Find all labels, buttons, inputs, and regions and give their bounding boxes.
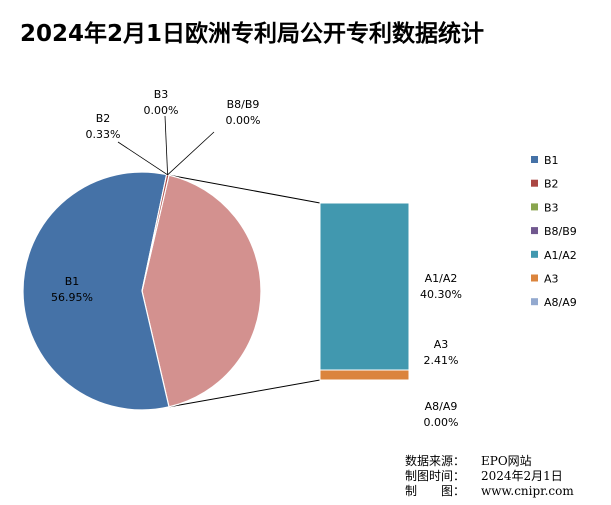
legend-swatch-a3	[531, 274, 538, 282]
data-source-label: 数据来源：	[405, 454, 466, 468]
legend-swatch-a8-a9	[531, 298, 538, 306]
maker-label: 制 图：	[405, 484, 466, 498]
connector-line-bottom	[168, 379, 321, 408]
data-label-category-b3: B3	[154, 88, 169, 101]
legend-label-b1: B1	[544, 154, 559, 167]
source-note: 数据来源： EPO网站 制图时间： 2024年2月1日 制 图： www.cni…	[405, 454, 574, 499]
legend-label-b8-b9: B8/B9	[544, 225, 577, 238]
data-label-category-b1: B1	[65, 275, 80, 288]
bar-segment-a3	[319, 369, 410, 381]
chart-time-label: 制图时间：	[405, 469, 466, 483]
pie-slice-b1	[22, 171, 170, 411]
chart-title: 2024年2月1日欧洲专利局公开专利数据统计	[20, 21, 485, 47]
data-label-value-a8-a9: 0.00%	[424, 416, 459, 429]
legend-swatch-a1-a2	[531, 250, 538, 258]
leader-line-b2	[117, 141, 168, 176]
data-label-value-b8-b9: 0.00%	[226, 114, 261, 127]
legend-swatch-b1	[531, 156, 538, 163]
maker-value: www.cnipr.com	[481, 484, 574, 498]
data-label-value-a3: 2.41%	[424, 354, 459, 367]
data-label-category-a1-a2: A1/A2	[425, 272, 458, 285]
chart-time-row: 制图时间： 2024年2月1日	[405, 469, 574, 484]
legend-swatch-b2	[531, 179, 538, 187]
leader-line-b8-b9	[167, 131, 215, 176]
leader-line-b3	[164, 115, 169, 175]
legend-label-a1-a2: A1/A2	[544, 249, 577, 262]
data-label-category-a3: A3	[434, 338, 449, 351]
legend-label-a8-a9: A8/A9	[544, 296, 577, 309]
data-label-value-a1-a2: 40.30%	[420, 288, 462, 301]
legend-swatch-b8-b9	[531, 227, 538, 235]
data-label-value-b2: 0.33%	[86, 128, 121, 141]
data-source-value: EPO网站	[481, 454, 532, 468]
data-source-row: 数据来源： EPO网站	[405, 454, 574, 469]
connector-line-top	[168, 174, 321, 204]
data-label-category-a8-a9: A8/A9	[425, 400, 458, 413]
maker-row: 制 图： www.cnipr.com	[405, 484, 574, 499]
legend-label-a3: A3	[544, 273, 559, 286]
legend-swatch-b3	[531, 203, 538, 211]
legend-label-b3: B3	[544, 201, 559, 214]
data-label-category-b2: B2	[96, 112, 111, 125]
chart-time-value: 2024年2月1日	[481, 469, 563, 483]
data-label-value-b1: 56.95%	[51, 291, 93, 304]
data-label-value-b3: 0.00%	[144, 104, 179, 117]
pie-slice-other	[141, 174, 262, 408]
bar-segment-a1-a2	[319, 202, 410, 371]
legend-label-b2: B2	[544, 178, 559, 191]
data-label-category-b8-b9: B8/B9	[227, 98, 260, 111]
